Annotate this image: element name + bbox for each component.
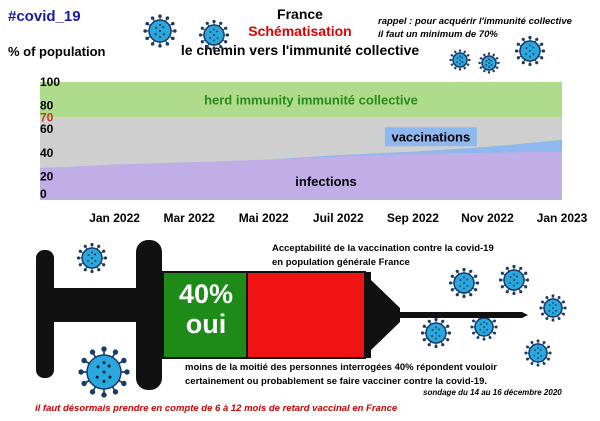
syringe-barrel-end [365,272,371,358]
x-tick-label: Jan 2022 [89,211,140,225]
virus-icon [198,19,230,51]
virus-icon [539,294,567,322]
y-tick-label: 80 [40,99,54,113]
hashtag: #covid_19 [8,8,81,25]
infections-area [40,151,562,200]
vaccinations-label-bg [384,127,477,147]
virus-icon [524,339,552,367]
y-tick-label: 100 [40,75,60,89]
x-tick-label: Juil 2022 [313,211,364,225]
survey-summary-line1: moins de la moitié des personnes interro… [185,362,497,373]
virus-icon [514,35,546,67]
syringe-graphic [36,240,567,398]
virus-icon [448,267,480,299]
infections-label: infections [295,174,356,189]
x-tick-label: Jan 2023 [537,211,588,225]
virus-icon [76,242,108,274]
title-subtitle: Schématisation [248,23,352,39]
virus-decorations-top [143,14,546,74]
y-tick-label: 20 [40,169,54,183]
title-block: France Schématisation le chemin vers l'i… [150,6,450,60]
survey-summary-line2: certainement ou probablement se faire va… [185,376,487,387]
title-country: France [277,6,323,22]
virus-icon [498,264,530,296]
virus-icon [78,346,130,398]
x-tick-label: Mai 2022 [239,211,289,225]
y-tick-label: 40 [40,146,54,160]
survey-answer: oui [185,309,227,339]
plot-area [40,82,562,200]
x-tick-label: Nov 2022 [461,211,514,225]
y-tick-label: 60 [40,122,54,136]
threshold-note-line2: il faut un minimum de 70% [378,29,498,40]
survey-percent: 40% [178,279,234,309]
survey-summary: moins de la moitié des personnes interro… [185,361,545,389]
x-tick-label: Sep 2022 [387,211,439,225]
vaccinations-label: vaccinations [391,129,470,144]
survey-title-line2: en population générale France [272,257,410,268]
virus-icon [449,49,471,71]
y-axis-label: % of population [8,44,106,59]
syringe-red-section [246,271,366,359]
threshold-note-line1: rappel : pour acquérir l'immunité collec… [378,16,572,27]
x-tick-label: Mar 2022 [163,211,215,225]
virus-icon [470,313,498,341]
vaccine-delay-note: il faut désormais prendre en compte de 6… [35,403,398,414]
survey-title: Acceptabilité de la vaccination contre l… [272,242,532,270]
syringe-hub [371,280,400,350]
virus-icon [478,52,500,74]
herd-immunity-label: herd immunity immunité collective [204,93,418,108]
survey-percent-block: 40% oui [164,279,248,339]
virus-icon [420,317,452,349]
herd-immunity-band [40,82,562,118]
chart-title: le chemin vers l'immunité collective [180,42,420,58]
syringe-needle [400,312,528,318]
survey-source: sondage du 14 au 16 décembre 2020 [423,388,562,397]
virus-icon [143,14,177,48]
vaccinations-label-box: vaccinations [384,127,477,147]
y-tick-label: 70 [40,110,54,124]
syringe-flange [136,240,162,390]
syringe-plunger-handle [36,250,54,378]
y-tick-label: 0 [40,187,47,201]
threshold-note: rappel : pour acquérir l'immunité collec… [378,15,598,41]
virus-decorations-bottom [76,242,567,398]
survey-title-line1: Acceptabilité de la vaccination contre l… [272,243,494,254]
